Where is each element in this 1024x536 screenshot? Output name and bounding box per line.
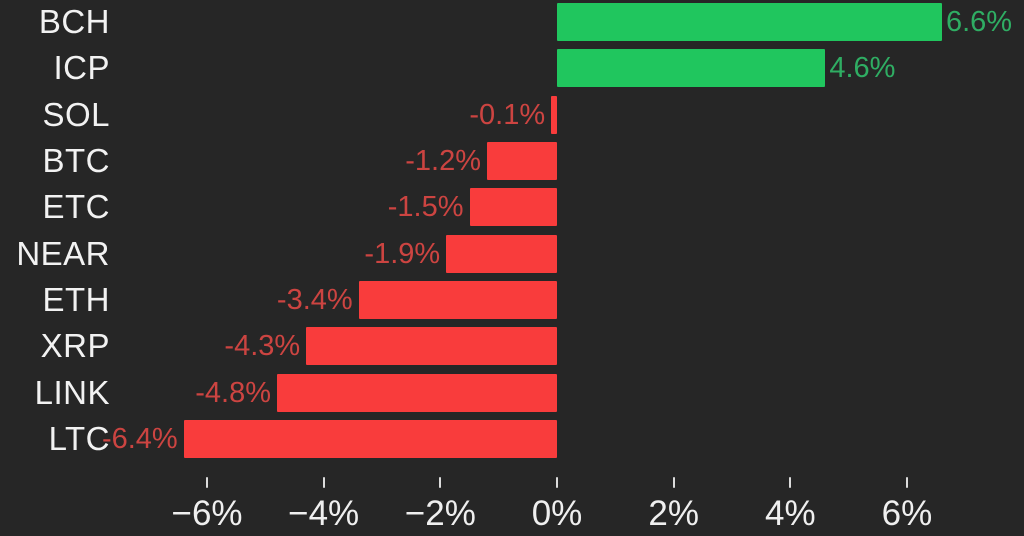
category-label-etc: ETC [42,188,110,226]
value-label-xrp: -4.3% [224,330,301,363]
x-axis-tick-label: 0% [531,494,583,533]
value-label-icp: 4.6% [829,52,896,85]
value-label-etc: -1.5% [387,191,464,224]
x-axis-tick-mark [789,477,792,488]
x-axis-tick-label: 2% [648,494,699,533]
category-label-eth: ETH [42,281,110,319]
value-label-bch: 6.6% [945,6,1013,38]
bar-icp [557,49,826,88]
category-label-sol: SOL [42,95,110,133]
value-label-near: -1.9% [364,237,441,270]
category-label-link: LINK [34,373,110,411]
x-axis-tick-label: −6% [171,494,243,533]
bar-ltc [183,420,557,459]
x-axis-tick-mark [439,477,442,488]
bar-eth [358,281,557,320]
x-axis-tick-label: 6% [881,494,933,533]
x-axis-tick-mark [206,477,209,488]
value-label-btc: -1.2% [405,145,481,178]
value-label-eth: -3.4% [276,284,353,317]
category-label-ltc: LTC [48,420,110,458]
x-axis-tick-label: −2% [404,494,476,533]
bar-link [277,373,557,412]
bar-xrp [306,327,557,366]
bar-sol [551,95,557,134]
category-label-bch: BCH [38,3,110,40]
category-label-near: NEAR [16,234,110,272]
x-axis-tick-label: 4% [765,494,816,533]
category-label-icp: ICP [53,49,110,87]
value-label-sol: -0.1% [469,98,546,131]
bar-near [446,234,557,273]
x-axis-tick-label: −4% [288,494,360,533]
bar-bch [557,3,942,41]
x-axis-tick-mark [556,477,558,488]
x-axis-tick-mark [905,477,908,488]
x-axis-tick-mark [322,477,325,488]
bar-btc [487,142,557,181]
x-axis-tick-mark [672,477,675,488]
value-label-link: -4.8% [195,376,272,409]
category-label-xrp: XRP [40,327,110,365]
bar-etc [469,188,557,227]
value-label-ltc: -6.4% [101,423,178,456]
category-label-btc: BTC [42,142,110,180]
